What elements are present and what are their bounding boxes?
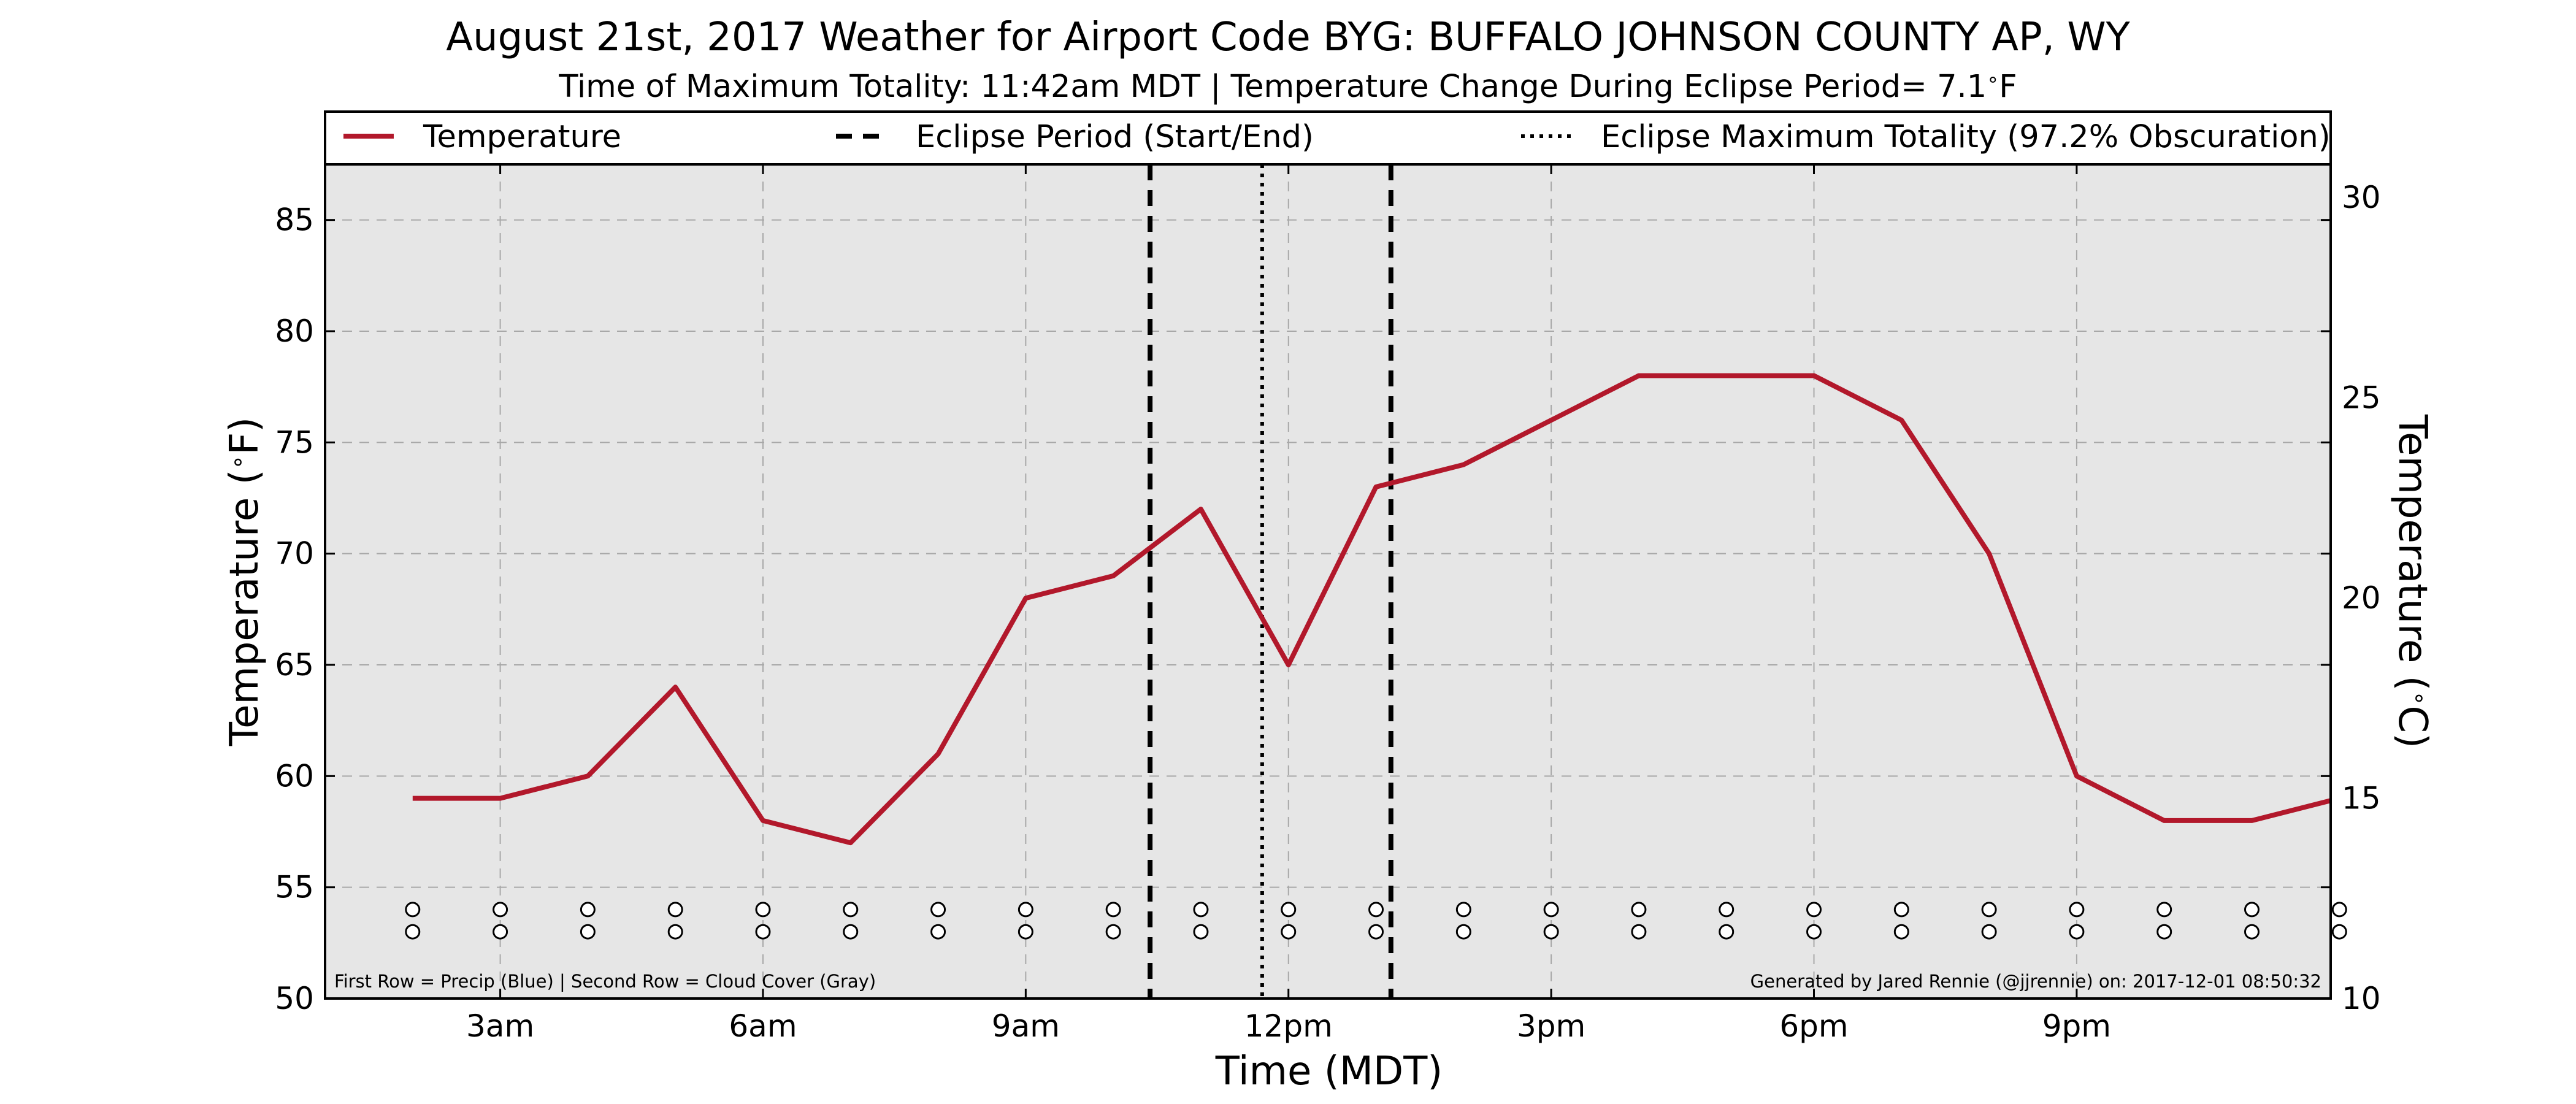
subtitle-degree: ∘: [1987, 67, 1999, 91]
legend-eclipse-max-label: Eclipse Maximum Totality (97.2% Obscurat…: [1601, 119, 2331, 155]
legend-eclipse-period-label: Eclipse Period (Start/End): [916, 119, 1314, 155]
precip-marker: [1455, 902, 1471, 918]
cloud-cover-marker: [2156, 924, 2172, 940]
cloud-cover-marker: [1543, 924, 1559, 940]
chart-subtitle: Time of Maximum Totality: 11:42am MDT | …: [558, 67, 2017, 105]
legend-box: [324, 110, 2332, 166]
y-tick-label: 75: [275, 424, 314, 460]
cloud-cover-marker: [1455, 924, 1471, 940]
marker-rows: [405, 902, 2347, 940]
cloud-cover-marker: [1806, 924, 1822, 940]
cloud-cover-marker: [1193, 924, 1209, 940]
y-right-tick-label: 30: [2342, 180, 2381, 215]
credit-note: Generated by Jared Rennie (@jjrennie) on…: [1750, 971, 2321, 992]
y-axis-left-ticks: 50 55 60 65 70 75 80 85: [275, 202, 2331, 1016]
y-tick-label: 80: [275, 313, 314, 349]
y-tick-label: 50: [275, 981, 314, 1016]
x-tick-label: 3pm: [1517, 1008, 1585, 1044]
precip-marker: [667, 902, 683, 918]
y-tick-label: 55: [275, 870, 314, 905]
cloud-cover-marker: [493, 924, 508, 940]
temperature-line: [412, 373, 2331, 846]
precip-marker: [580, 902, 596, 918]
precip-marker: [1368, 902, 1384, 918]
y-axis-right-ticks: 10 15 20 25 30: [2342, 180, 2381, 1016]
precip-marker: [1719, 902, 1735, 918]
cloud-cover-marker: [580, 924, 596, 940]
x-tick-label: 9pm: [2042, 1008, 2111, 1044]
y-tick-label: 70: [275, 536, 314, 572]
x-axis-ticks: 3am 6am 9am 12pm 3pm 6pm 9pm: [466, 164, 2111, 1044]
cloud-cover-marker: [755, 924, 771, 940]
cloud-cover-marker: [2244, 924, 2260, 940]
precip-marker: [405, 902, 421, 918]
precip-marker: [2069, 902, 2085, 918]
cloud-cover-marker: [1893, 924, 1909, 940]
cloud-cover-marker: [930, 924, 946, 940]
precip-marker: [493, 902, 508, 918]
precip-marker: [1018, 902, 1033, 918]
cloud-cover-marker: [1631, 924, 1647, 940]
subtitle-text: Time of Maximum Totality: 11:42am MDT | …: [558, 69, 1987, 105]
precip-marker: [2156, 902, 2172, 918]
precip-marker: [843, 902, 859, 918]
y-right-tick-label: 10: [2342, 981, 2381, 1016]
cloud-cover-marker: [1719, 924, 1735, 940]
y-axis-left-label: Temperature (∘F): [222, 417, 267, 746]
x-tick-label: 12pm: [1244, 1008, 1333, 1044]
chart-title: August 21st, 2017 Weather for Airport Co…: [446, 15, 2130, 60]
x-tick-label: 6am: [729, 1008, 797, 1044]
y-right-tick-label: 25: [2342, 380, 2381, 416]
cloud-cover-marker: [667, 924, 683, 940]
y-tick-label: 85: [275, 202, 314, 238]
cloud-cover-marker: [843, 924, 859, 940]
precip-marker: [755, 902, 771, 918]
precip-marker: [1981, 902, 1997, 918]
y-axis-right-label: Temperature (∘C): [2390, 414, 2435, 748]
precip-marker: [1806, 902, 1822, 918]
cloud-cover-marker: [1018, 924, 1033, 940]
cloud-cover-marker: [2069, 924, 2085, 940]
cloud-cover-marker: [2331, 924, 2347, 940]
cloud-cover-marker: [1281, 924, 1297, 940]
cloud-cover-marker: [405, 924, 421, 940]
precip-marker: [1543, 902, 1559, 918]
precip-marker: [1281, 902, 1297, 918]
precip-marker: [1105, 902, 1121, 918]
cloud-cover-marker: [1981, 924, 1997, 940]
x-tick-label: 9am: [992, 1008, 1060, 1044]
precip-marker: [930, 902, 946, 918]
subtitle-unit: F: [1999, 69, 2017, 105]
y-tick-label: 60: [275, 758, 314, 794]
precip-marker: [2331, 902, 2347, 918]
y-tick-label: 65: [275, 647, 314, 683]
x-axis-label: Time (MDT): [1215, 1049, 1443, 1094]
eclipse-lines: [1148, 164, 1393, 999]
legend-temperature-label: Temperature: [423, 119, 621, 155]
gridlines: [325, 164, 2331, 999]
cloud-cover-marker: [1368, 924, 1384, 940]
y-right-tick-label: 15: [2342, 781, 2381, 816]
precip-marker: [1193, 902, 1209, 918]
x-tick-label: 3am: [466, 1008, 534, 1044]
precip-marker: [1631, 902, 1647, 918]
marker-note: First Row = Precip (Blue) | Second Row =…: [334, 971, 876, 992]
cloud-cover-marker: [1105, 924, 1121, 940]
precip-marker: [2244, 902, 2260, 918]
x-tick-label: 6pm: [1779, 1008, 1848, 1044]
precip-marker: [1893, 902, 1909, 918]
y-right-tick-label: 20: [2342, 580, 2381, 616]
